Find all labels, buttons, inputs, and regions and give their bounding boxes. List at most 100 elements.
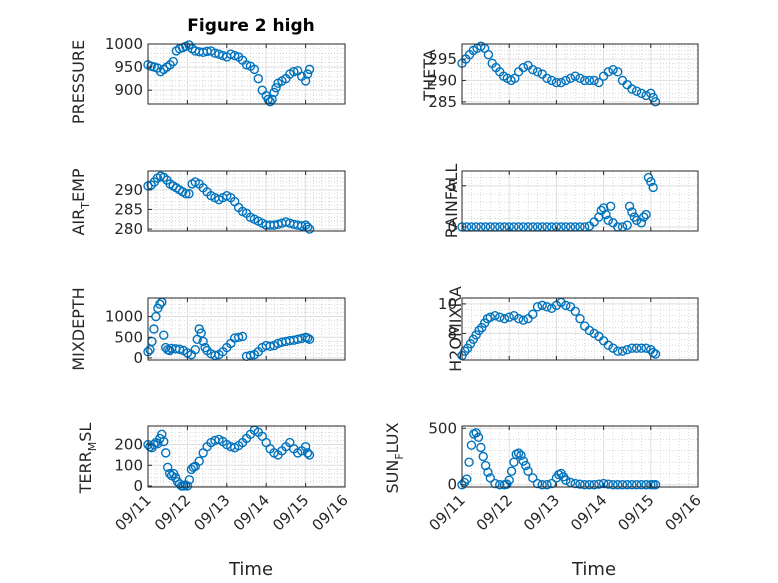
data-point: [598, 478, 609, 489]
data-point: [546, 303, 557, 314]
data-point: [198, 336, 208, 347]
x-tick-label: 09/13: [190, 491, 233, 534]
data-point: [490, 478, 500, 489]
data-point: [584, 325, 595, 336]
data-point: [594, 77, 604, 88]
axes-box: [461, 43, 699, 105]
data-point: [289, 66, 299, 77]
data-point: [462, 474, 472, 484]
data-point: [650, 480, 661, 490]
data-point: [631, 480, 642, 490]
data-point: [269, 87, 279, 98]
data-point: [608, 343, 618, 353]
data-point: [575, 313, 585, 324]
y-tick-label: 900: [114, 81, 143, 99]
data-point: [636, 343, 647, 353]
data-point: [532, 67, 543, 77]
data-point: [304, 334, 315, 345]
panel-mixdepth: 0 500 1000: [105, 297, 346, 367]
data-point: [168, 56, 178, 67]
data-point: [641, 480, 651, 490]
data-point: [542, 480, 552, 490]
data-point: [627, 207, 637, 217]
data-point: [561, 75, 571, 86]
xlabel-right: Time: [571, 559, 616, 580]
data-point: [162, 462, 173, 473]
data-point: [483, 50, 494, 60]
data-point: [601, 209, 611, 220]
data-point: [304, 450, 315, 460]
data-point: [155, 299, 165, 309]
data-point: [165, 60, 175, 70]
y-tick-label: 100: [114, 456, 143, 474]
y-tick-label: 290: [428, 71, 457, 89]
data-point: [627, 480, 637, 490]
data-point: [622, 344, 632, 355]
x-tick-label: 09/16: [662, 491, 705, 534]
axes-box: [461, 170, 699, 232]
data-point: [229, 50, 240, 61]
data-point: [613, 67, 623, 77]
data-point: [194, 456, 204, 466]
ylabel-pressure: PRESSURE: [69, 40, 88, 124]
data-point: [603, 215, 614, 226]
data-point: [565, 477, 576, 488]
ylabel-theta: THETA: [420, 49, 439, 101]
y-tick-label: 295: [428, 50, 457, 68]
x-tick-label: 09/11: [112, 491, 155, 534]
data-point: [561, 300, 571, 311]
data-point: [551, 77, 562, 88]
xlabel-left: Time: [228, 559, 273, 580]
data-point: [302, 448, 313, 458]
data-point: [636, 88, 647, 98]
data-point: [474, 325, 484, 336]
figure-title: Figure 2 high: [187, 16, 315, 36]
data-point: [504, 312, 514, 322]
data-point: [466, 440, 477, 450]
y-tick-label: 8: [447, 324, 457, 342]
data-point: [546, 478, 557, 489]
data-point: [603, 479, 614, 489]
data-point: [627, 343, 637, 353]
data-point: [580, 75, 590, 86]
data-point: [617, 346, 628, 356]
data-point: [605, 201, 616, 212]
data-point: [174, 344, 185, 354]
data-point: [622, 220, 632, 230]
data-point: [181, 189, 191, 199]
data-point: [523, 466, 533, 476]
ylabel-rainfall: RAINFALL: [442, 164, 461, 239]
axes-background: [462, 298, 698, 360]
y-tick-label: 1000: [105, 35, 143, 53]
data-point: [473, 432, 484, 442]
data-point: [159, 436, 169, 447]
y-tick-label: 200: [114, 436, 143, 454]
data-point: [184, 475, 195, 485]
data-point: [513, 448, 524, 458]
panel-h2omixra: 8 10: [438, 295, 699, 361]
data-point: [570, 478, 580, 489]
axes-box: [147, 425, 346, 488]
x-tick-label: 09/15: [614, 491, 657, 534]
data-point: [617, 480, 628, 490]
data-point: [241, 60, 252, 70]
axes-background: [148, 298, 345, 360]
data-point: [639, 212, 649, 222]
data-point: [146, 180, 156, 190]
y-tick-label: 500: [114, 328, 143, 346]
y-tick-label: 0: [447, 476, 457, 494]
axes-box: [461, 425, 699, 488]
data-point: [608, 65, 618, 75]
data-point: [518, 456, 529, 466]
panel-theta: 285 290 295: [428, 41, 699, 111]
data-point: [521, 460, 531, 471]
data-point: [608, 480, 618, 490]
data-point: [226, 49, 236, 59]
data-point: [210, 350, 220, 361]
x-tick-label: 09/13: [520, 491, 563, 534]
data-point: [589, 75, 599, 86]
data-point: [537, 300, 547, 311]
data-point: [245, 350, 256, 361]
data-point: [478, 451, 488, 462]
